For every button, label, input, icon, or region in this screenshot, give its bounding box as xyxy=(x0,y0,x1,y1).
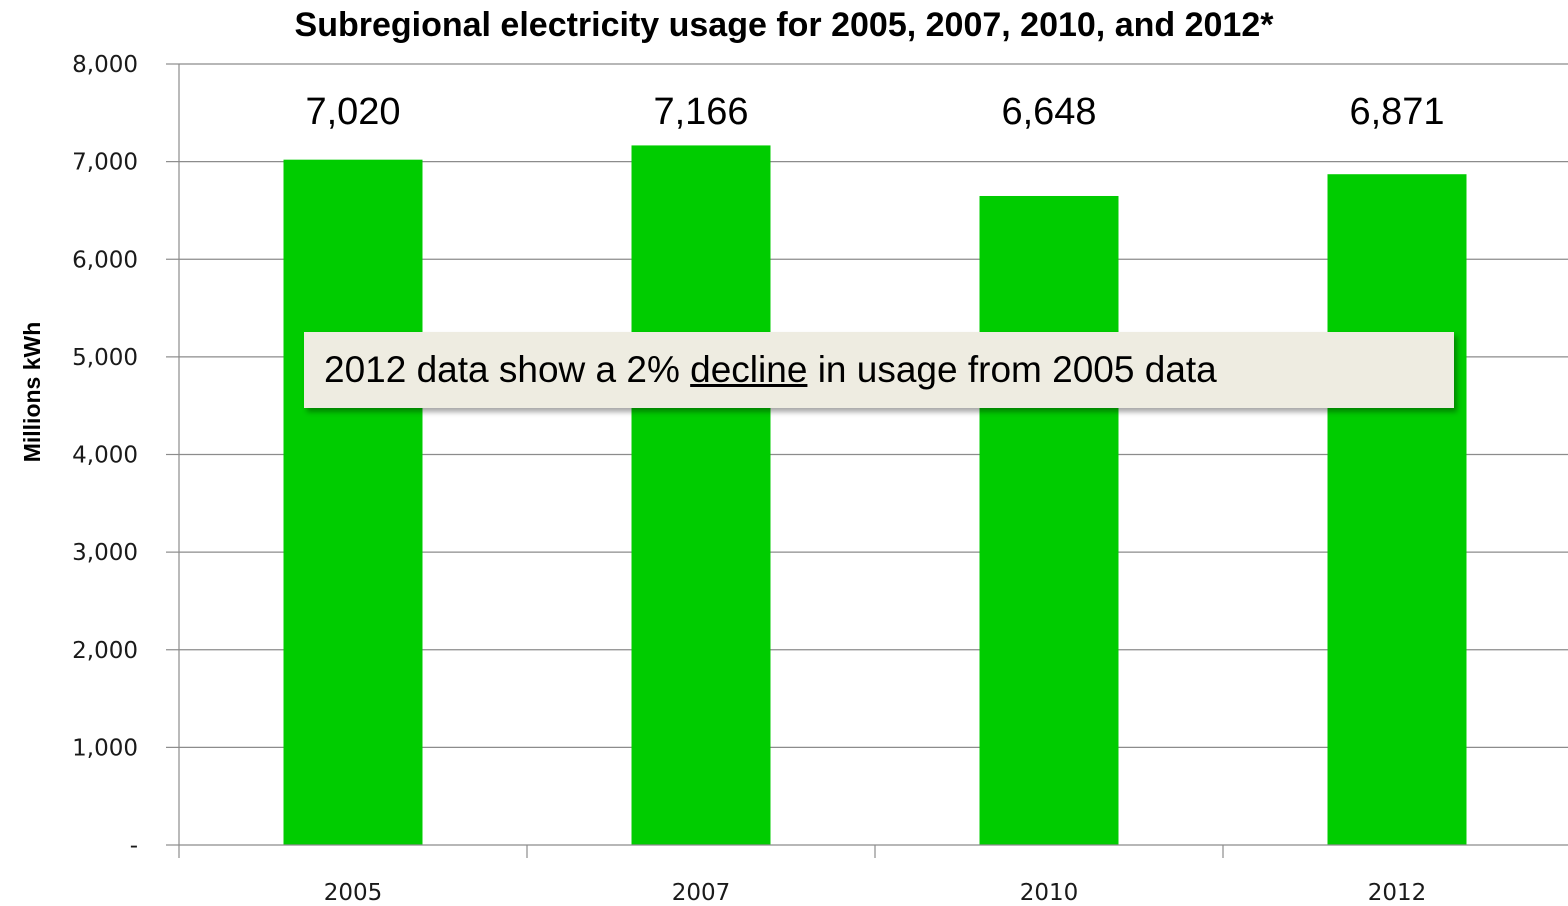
annotation-emphasis: decline xyxy=(690,349,808,390)
x-tick-label: 2005 xyxy=(324,880,383,906)
y-tick-label: 4,000 xyxy=(72,443,138,469)
bar-2007 xyxy=(631,145,771,845)
y-axis-title: Millions kWh xyxy=(19,322,45,463)
annotation-text-start: 2012 data show a 2% xyxy=(324,349,691,390)
annotation-text-end: in usage from 2005 data xyxy=(807,349,1217,390)
y-tick-label: 6,000 xyxy=(72,247,138,273)
x-tick-label: 2012 xyxy=(1368,880,1427,906)
y-tick-label: 7,000 xyxy=(72,150,138,176)
data-label-2005: 7,020 xyxy=(305,91,400,133)
bar-2005 xyxy=(283,159,423,846)
bars xyxy=(283,145,1467,846)
y-tick-label: 5,000 xyxy=(72,345,138,371)
chart-title: Subregional electricity usage for 2005, … xyxy=(294,6,1274,44)
data-label-2012: 6,871 xyxy=(1349,91,1444,133)
y-tick-label: - xyxy=(130,833,138,859)
data-label-2010: 6,648 xyxy=(1001,91,1096,133)
axes xyxy=(166,63,1568,858)
y-tick-label: 2,000 xyxy=(72,638,138,664)
bar-2012 xyxy=(1327,174,1467,845)
x-tick-label: 2007 xyxy=(672,880,731,906)
labels: - 1,000 2,000 3,000 4,000 5,000 6,000 7,000 8,00… xyxy=(72,52,1444,906)
annotation-callout: 2012 data show a 2% decline in usage fro… xyxy=(304,332,1454,408)
bar-2010 xyxy=(979,195,1119,845)
data-label-2007: 7,166 xyxy=(653,91,748,133)
x-tick-label: 2010 xyxy=(1020,880,1079,906)
y-tick-label: 1,000 xyxy=(72,735,138,761)
y-tick-label: 8,000 xyxy=(72,52,138,78)
y-tick-label: 3,000 xyxy=(72,540,138,566)
